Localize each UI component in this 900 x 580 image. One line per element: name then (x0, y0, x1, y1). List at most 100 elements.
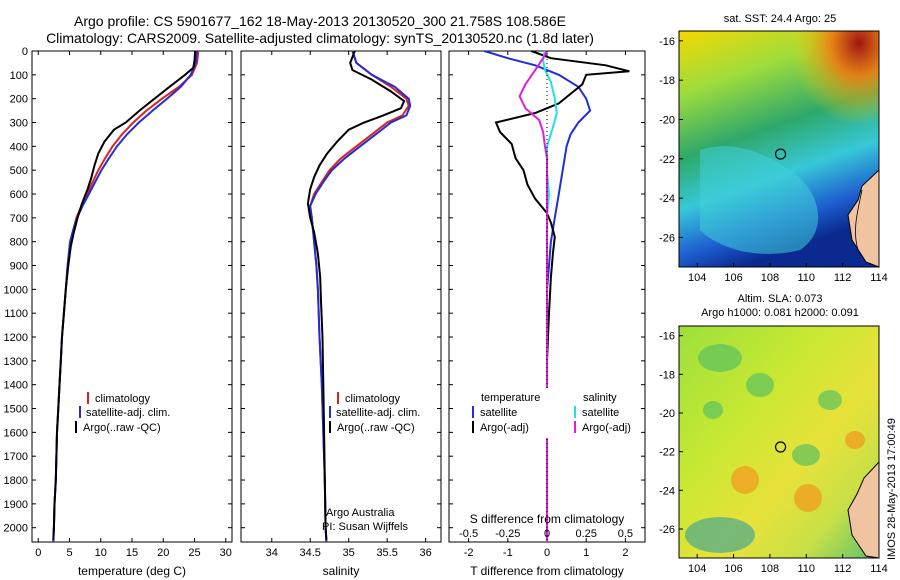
map-x-tick-label: 110 (797, 272, 815, 284)
map-y-tick-label: -26 (659, 524, 675, 536)
depth-label: 1500 (4, 404, 28, 416)
map-y-tick-label: -18 (659, 75, 675, 87)
map-y-tick-label: -16 (659, 36, 675, 48)
sla-map-frame (678, 325, 880, 559)
sst-map-frame (678, 30, 880, 268)
bathymetry-contour (855, 189, 863, 251)
depth-label: 100 (10, 70, 28, 82)
map-y-tick-label: -20 (659, 115, 675, 127)
title-line-2: Climatology: CARS2009. Satellite-adjuste… (46, 30, 594, 46)
salinity-chart: 34 34.5 35 35.5 36 (241, 50, 441, 559)
depth-label: 1600 (4, 427, 28, 439)
legend-bg (468, 388, 548, 438)
depth-label: 900 (10, 261, 28, 273)
legend-sat: satellite-adj. clim. (86, 407, 170, 419)
legend-title-temperature: temperature (481, 392, 540, 404)
legend-s-sat: satellite (582, 407, 619, 419)
x-tick-label: 10 (95, 547, 107, 559)
top-tick-label: 0.5 (618, 528, 633, 540)
argo-australia-label: Argo Australia (326, 507, 395, 519)
legend-t-sat: satellite (480, 407, 517, 419)
sla-high-patch (794, 484, 822, 512)
depth-label: 500 (10, 165, 28, 177)
top-tick-label: 0 (544, 528, 550, 540)
sst-map-title: sat. SST: 24.4 Argo: 25 (724, 13, 837, 25)
depth-label: 1400 (4, 380, 28, 392)
map-y-tick-label: -24 (659, 485, 675, 497)
sst-map: 104 106 108 110 112 114 -16 -18 -20 -22 -24 -26 (659, 30, 888, 284)
map-y-tick-label: -24 (659, 193, 675, 205)
series-line-satellite-adj-clim- (309, 50, 412, 543)
sla-low-patch (792, 444, 820, 466)
sla-map-title-2: Argo h1000: 0.081 h2000: 0.091 (701, 307, 859, 319)
x-tick-label: 34.5 (300, 547, 321, 559)
map-x-tick-label: 108 (761, 272, 779, 284)
x-tick-label: 1 (583, 547, 589, 559)
sla-low-patch (818, 390, 842, 410)
legend-argo: Argo(..raw -QC) (337, 422, 415, 434)
map-x-tick-label: 104 (688, 272, 706, 284)
sla-low-patch (685, 517, 755, 553)
x-tick-label: 35 (343, 547, 355, 559)
top-tick-label: -0.5 (459, 528, 478, 540)
sla-low-patch (698, 344, 742, 372)
imos-timestamp: IMOS 28-May-2013 17:00:49 (886, 418, 898, 560)
map-x-tick-label: 104 (688, 563, 706, 575)
series-line-t-argo-adj- (494, 50, 630, 542)
difference-chart: -2 -1 0 1 2 -0.5 -0.25 0 0.25 0.5 (449, 50, 645, 559)
map-y-tick-label: -20 (659, 408, 675, 420)
x-tick-label: 0 (35, 547, 41, 559)
map-y-tick-label: -22 (659, 447, 675, 459)
depth-axis: 0 100 200 300 400 500 600 700 800 900 1000 1100 1200… (4, 46, 28, 535)
map-x-tick-label: 112 (834, 563, 852, 575)
depth-label: 1100 (4, 308, 28, 320)
x-tick-label: 0 (544, 547, 550, 559)
salinity-legend: climatology satellite-adj. clim. Argo(..… (329, 392, 420, 434)
x-tick-label: -1 (503, 547, 513, 559)
depth-label: 400 (10, 141, 28, 153)
title-line-1: Argo profile: CS 5901677_162 18-May-2013… (74, 13, 566, 29)
map-y-tick-label: -26 (659, 233, 675, 245)
depth-label: 1200 (4, 332, 28, 344)
temperature-xlabel: temperature (deg C) (78, 564, 186, 578)
sst-cool-patch (700, 146, 819, 254)
legend-clim: climatology (95, 393, 151, 405)
legend-t-argo: Argo(-adj) (480, 422, 529, 434)
depth-label: 800 (10, 237, 28, 249)
difference-legend: temperature salinity satellite Argo(-adj… (468, 388, 640, 438)
map-x-tick-label: 110 (797, 563, 815, 575)
sst-map-axes: 104 106 108 110 112 114 -16 -18 -20 -22 -24 -26 (659, 36, 888, 284)
top-tick-label: 0.25 (575, 528, 596, 540)
series-line-s-argo-adj- (518, 50, 548, 542)
pi-label: PI: Susan Wijffels (322, 521, 408, 533)
legend-argo: Argo(..raw -QC) (83, 422, 161, 434)
argo-position-marker (774, 441, 787, 453)
x-tick-label: 34 (266, 547, 278, 559)
salinity-xlabel: salinity (323, 564, 360, 578)
map-y-tick-label: -16 (659, 331, 675, 343)
map-x-tick-label: 106 (724, 272, 742, 284)
map-x-tick-label: 106 (724, 563, 742, 575)
depth-label: 1300 (4, 356, 28, 368)
depth-label: 1700 (4, 451, 28, 463)
sla-low-patch (703, 401, 723, 419)
map-x-tick-label: 108 (761, 563, 779, 575)
series-line-argo-raw-qc- (306, 50, 406, 540)
depth-label: 1000 (4, 284, 28, 296)
depth-label: 600 (10, 189, 28, 201)
argo-position-marker (774, 148, 787, 160)
sla-low-patch (746, 373, 774, 397)
legend-s-argo: Argo(-adj) (582, 422, 631, 434)
series-line-argo-raw-qc- (52, 50, 197, 540)
map-x-tick-label: 114 (870, 563, 888, 575)
depth-label: 300 (10, 118, 28, 130)
coastline (847, 168, 880, 268)
depth-label: 1800 (4, 475, 28, 487)
top-tick-label: -0.25 (495, 528, 520, 540)
depth-label: 2000 (4, 523, 28, 535)
x-tick-label: 35.5 (376, 547, 397, 559)
legend-bg (576, 388, 640, 438)
temperature-chart: 0 5 10 15 20 25 30 (32, 50, 232, 559)
legend-sat: satellite-adj. clim. (336, 407, 420, 419)
x-tick-label: 5 (66, 547, 72, 559)
